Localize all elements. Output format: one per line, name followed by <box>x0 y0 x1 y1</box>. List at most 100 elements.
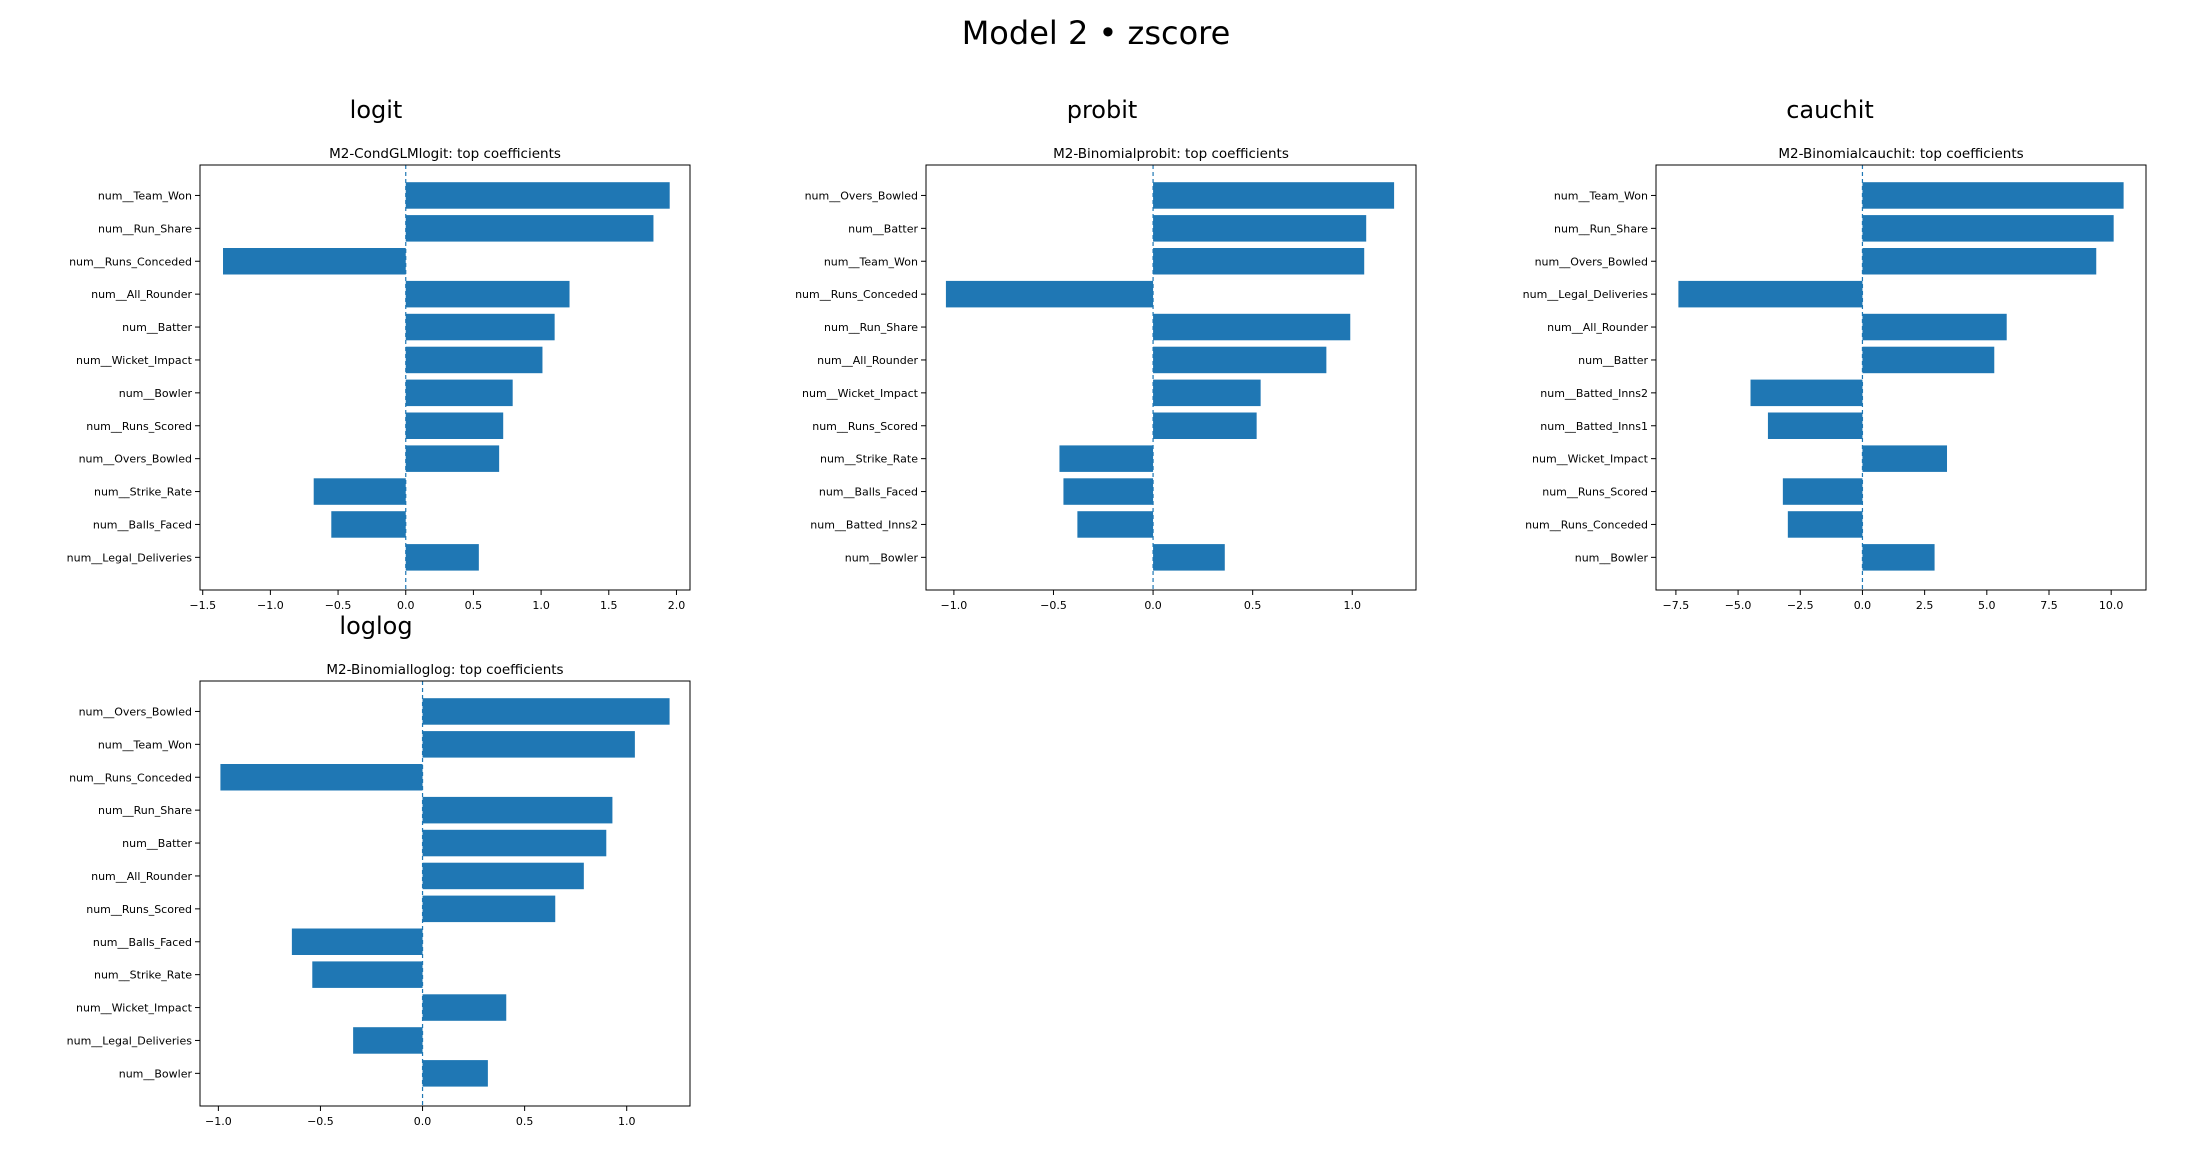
x-tick-label: 1.0 <box>1344 599 1362 612</box>
x-tick-label: 5.0 <box>1978 599 1996 612</box>
x-tick-label: 0.0 <box>1144 599 1162 612</box>
bar-num__Runs_Conceded <box>223 248 406 275</box>
plot-frame <box>199 680 691 1107</box>
x-tick-label: 0.5 <box>465 599 483 612</box>
y-tick-label: num__Batter <box>122 321 192 334</box>
x-tick-label: 7.5 <box>2040 599 2058 612</box>
x-tick-label: 1.0 <box>618 1115 636 1128</box>
bar-num__Strike_Rate <box>1059 445 1154 472</box>
x-tick-label: 10.0 <box>2099 599 2124 612</box>
figure-title: Model 2 • zscore <box>961 14 1231 52</box>
y-tick-label: num__Run_Share <box>824 321 918 334</box>
bar-num__Overs_Bowled <box>422 698 670 725</box>
bar-num__Overs_Bowled <box>1862 248 2097 275</box>
section-label-cauchit: cauchit <box>1786 96 1874 124</box>
bar-num__Wicket_Impact <box>1153 379 1261 407</box>
bar-num__Bowler <box>422 1060 488 1087</box>
y-tick-label: num__Balls_Faced <box>819 486 918 499</box>
bar-num__Batted_Inns2 <box>1077 511 1154 538</box>
y-tick-label: num__Runs_Scored <box>86 420 192 433</box>
y-tick-label: num__Legal_Deliveries <box>1523 288 1649 301</box>
y-tick-label: num__Bowler <box>119 1067 193 1080</box>
bar-num__Balls_Faced <box>1063 478 1154 505</box>
y-tick-label: num__Run_Share <box>98 804 192 817</box>
y-tick-label: num__Overs_Bowled <box>79 453 192 466</box>
chart-title: M2-Binomialprobit: top coefficients <box>1053 146 1289 162</box>
bar-num__Strike_Rate <box>313 478 406 505</box>
section-label-probit: probit <box>1066 96 1138 124</box>
bar-num__Wicket_Impact <box>1862 445 1948 472</box>
y-tick-label: num__Run_Share <box>1554 222 1648 235</box>
y-tick-label: num__Batted_Inns2 <box>1540 387 1648 400</box>
chart-title: M2-CondGLMlogit: top coefficients <box>329 146 561 162</box>
y-tick-label: num__Runs_Conceded <box>1525 518 1648 531</box>
bar-num__Strike_Rate <box>312 961 423 988</box>
x-tick-label: −1.0 <box>941 599 968 612</box>
y-tick-label: num__All_Rounder <box>817 354 918 367</box>
y-tick-label: num__Team_Won <box>824 255 918 268</box>
section-label-loglog: loglog <box>339 612 413 640</box>
chart-title: M2-Binomialcauchit: top coefficients <box>1778 146 2023 162</box>
y-tick-label: num__Wicket_Impact <box>76 1002 193 1015</box>
y-tick-label: num__Runs_Scored <box>1542 486 1648 499</box>
x-tick-label: 1.0 <box>532 599 550 612</box>
x-tick-label: 0.0 <box>414 1115 432 1128</box>
y-tick-label: num__Balls_Faced <box>93 936 192 949</box>
plot-frame <box>925 164 1417 591</box>
x-tick-label: −0.5 <box>1040 599 1067 612</box>
bar-num__All_Rounder <box>1862 313 2007 341</box>
y-tick-label: num__Overs_Bowled <box>1535 255 1648 268</box>
x-tick-label: −1.5 <box>189 599 216 612</box>
y-tick-label: num__All_Rounder <box>91 288 192 301</box>
y-tick-label: num__All_Rounder <box>91 870 192 883</box>
bar-num__Run_Share <box>1862 215 2114 242</box>
bar-num__Legal_Deliveries <box>1678 280 1863 308</box>
y-tick-label: num__Strike_Rate <box>820 453 918 466</box>
y-tick-label: num__Bowler <box>119 387 193 400</box>
y-tick-label: num__Runs_Scored <box>86 903 192 916</box>
x-tick-label: −7.5 <box>1663 599 1690 612</box>
chart-probit: M2-Binomialprobit: top coefficients num__… <box>795 146 1417 612</box>
bar-num__Runs_Scored <box>1153 412 1257 439</box>
bar-num__Bowler <box>405 379 513 407</box>
y-tick-label: num__Batted_Inns2 <box>810 518 918 531</box>
bar-num__Batted_Inns2 <box>1750 379 1863 407</box>
x-tick-label: −1.0 <box>205 1115 232 1128</box>
chart-cauchit: M2-Binomialcauchit: top coefficients num_… <box>1523 146 2147 612</box>
bar-num__All_Rounder <box>1153 346 1327 374</box>
chart-logit: M2-CondGLMlogit: top coefficients num__Te… <box>67 146 691 612</box>
y-tick-label: num__Wicket_Impact <box>802 387 919 400</box>
section-label-logit: logit <box>349 96 403 124</box>
bar-num__Batter <box>1153 215 1367 242</box>
bar-num__All_Rounder <box>405 280 570 308</box>
bar-num__Legal_Deliveries <box>405 544 479 571</box>
x-tick-label: 2.5 <box>1916 599 1934 612</box>
bar-num__Runs_Conceded <box>1787 511 1863 538</box>
x-tick-label: 0.5 <box>516 1115 534 1128</box>
x-tick-label: −1.0 <box>257 599 284 612</box>
y-tick-label: num__Batter <box>848 222 918 235</box>
y-tick-label: num__Runs_Scored <box>812 420 918 433</box>
chart-title: M2-Binomialloglog: top coefficients <box>326 662 563 678</box>
bar-num__Batter <box>405 313 555 341</box>
bar-num__Wicket_Impact <box>422 994 507 1021</box>
x-tick-label: −0.5 <box>307 1115 334 1128</box>
bar-num__Runs_Conceded <box>945 280 1154 308</box>
x-tick-label: 2.0 <box>668 599 686 612</box>
x-tick-label: 0.0 <box>397 599 415 612</box>
bar-num__All_Rounder <box>422 862 584 890</box>
bar-num__Team_Won <box>1862 182 2124 209</box>
x-tick-label: 0.0 <box>1854 599 1872 612</box>
y-tick-label: num__Bowler <box>1575 551 1649 564</box>
bar-num__Team_Won <box>422 731 635 758</box>
x-tick-label: −5.0 <box>1725 599 1752 612</box>
bar-num__Legal_Deliveries <box>353 1027 423 1054</box>
y-tick-label: num__Overs_Bowled <box>79 705 192 718</box>
y-tick-label: num__Team_Won <box>1554 189 1648 202</box>
x-tick-label: 0.5 <box>1244 599 1262 612</box>
bar-num__Bowler <box>1862 544 1935 571</box>
x-tick-label: 1.5 <box>600 599 618 612</box>
bar-num__Batted_Inns1 <box>1767 412 1863 439</box>
y-tick-label: num__Bowler <box>845 551 919 564</box>
bar-num__Run_Share <box>1153 313 1351 341</box>
